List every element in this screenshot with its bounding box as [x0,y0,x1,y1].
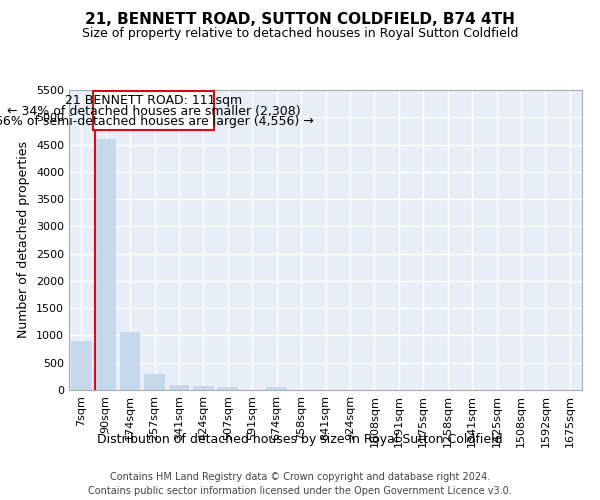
Bar [94,90,214,130]
Text: ← 34% of detached houses are smaller (2,308): ← 34% of detached houses are smaller (2,… [7,105,301,118]
Bar [266,388,287,390]
Text: Contains HM Land Registry data © Crown copyright and database right 2024.: Contains HM Land Registry data © Crown c… [110,472,490,482]
Bar [95,139,116,390]
Text: Contains public sector information licensed under the Open Government Licence v3: Contains public sector information licen… [88,486,512,496]
Bar [71,341,92,390]
Text: Distribution of detached houses by size in Royal Sutton Coldfield: Distribution of detached houses by size … [97,432,503,446]
Bar [144,374,165,390]
Bar [217,388,238,390]
Text: 21, BENNETT ROAD, SUTTON COLDFIELD, B74 4TH: 21, BENNETT ROAD, SUTTON COLDFIELD, B74 … [85,12,515,28]
Text: 21 BENNETT ROAD: 111sqm: 21 BENNETT ROAD: 111sqm [65,94,242,107]
Text: Size of property relative to detached houses in Royal Sutton Coldfield: Size of property relative to detached ho… [82,28,518,40]
Bar [119,332,140,390]
Text: 66% of semi-detached houses are larger (4,556) →: 66% of semi-detached houses are larger (… [0,115,313,128]
Bar [193,386,214,390]
Y-axis label: Number of detached properties: Number of detached properties [17,142,31,338]
Bar [169,384,190,390]
